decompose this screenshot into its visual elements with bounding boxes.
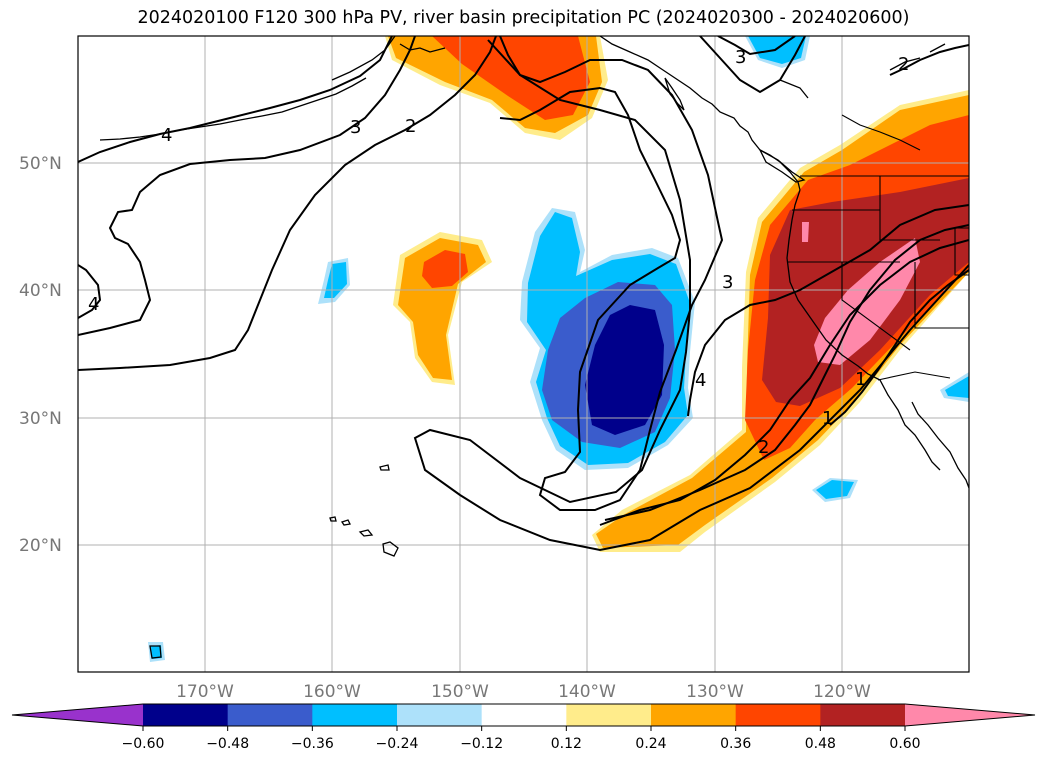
pv-contour-3-coast [687,204,969,417]
precip-negative-cyan-west [324,262,347,298]
pv-label-2-northeast: 2 [898,54,909,75]
lon-label-170w: 170°W [176,682,234,702]
gridlines [78,36,969,672]
coastline-vancouver-island [758,148,806,183]
lon-label-150w: 150°W [431,682,489,702]
pv-contour-labels: 4 3 2 4 3 2 3 4 2 1 1 [88,47,909,458]
colorbar-bin [227,704,313,726]
precip-negative-cyan-baja [816,480,854,499]
pv-label-2-west: 2 [405,116,416,137]
colorbar-tick-label: 0.48 [805,736,836,752]
pv-contour-2-northeast [889,44,969,76]
pv-label-1-east: 1 [855,369,866,390]
longitude-labels: 170°W 160°W 150°W 140°W 130°W 120°W [176,682,871,702]
lat-label-40n: 40°N [19,281,62,301]
precip-negative-cyan-north [748,36,806,64]
colorbar-bin [481,704,567,726]
coastline-hawaii-maui [358,529,374,537]
pv-contour-4-west-lower [78,264,102,319]
lon-label-120w: 120°W [813,682,871,702]
lon-label-160w: 160°W [303,682,361,702]
pv-contour-3-north [717,36,796,56]
colorbar: −0.60 −0.48 −0.36 −0.24 −0.12 0.12 0.24 0.36 0.4… [11,703,1036,752]
border-nevada [841,262,911,351]
lat-label-30n: 30°N [19,409,62,429]
colorbar-tick-label: 0.36 [720,736,751,752]
precip-negative-dark-central [585,305,664,435]
coastline-far-island [149,645,162,659]
pv-label-3-north: 3 [735,47,746,68]
precip-pc-shading [148,36,969,662]
colorbar-tick-label: −0.12 [460,736,503,752]
lon-label-140w: 140°W [558,682,616,702]
coastline-baja [879,379,969,489]
map-frame [77,35,970,673]
coastline-northeast [779,43,946,99]
lat-label-20n: 20°N [19,536,62,556]
border-utah [914,262,969,329]
colorbar-tick-label: −0.60 [122,736,165,752]
colorbar-bin [397,704,483,726]
pv-contour-3-east [699,36,806,94]
latitude-labels: 50°N 40°N 30°N 20°N [19,154,62,556]
colorbar-bin [735,704,821,726]
colorbar-tick-label: −0.48 [206,736,249,752]
colorbar-bin [312,704,398,726]
colorbar-tick-label: −0.24 [376,736,419,752]
pv-contour-2-coast [604,224,969,521]
pv-label-1-south: 1 [822,408,833,429]
colorbar-tick-label: 0.24 [635,736,666,752]
precip-negative-cyan-east [945,376,969,398]
pv-contour-4-west [78,36,393,163]
colorbar-extend-min [12,704,143,726]
colorbar-bin [566,704,652,726]
pv-contour-2-west [78,36,497,371]
precip-positive-pink-west-coast [814,238,920,365]
coastline-us-west [786,189,881,381]
border-us-mexico [877,371,951,381]
colorbar-bin [143,704,229,726]
colorbar-extend-max [905,704,1035,726]
precip-negative-cyan-southwest [151,645,162,659]
precip-positive-pink-oregon [802,222,809,242]
coastline-hawaii-big-island [382,541,399,557]
coastline-aleutians [99,77,367,141]
coastline-small-island [379,464,390,471]
pv-label-4-far-west: 4 [88,294,99,315]
precip-positive-red-central-pacific [422,250,468,288]
colorbar-bin [820,704,906,726]
lat-label-50n: 50°N [19,154,62,174]
pv-label-2-south: 2 [758,437,769,458]
pv-contour-3-west [78,36,416,336]
map-title: 2024020100 F120 300 hPa PV, river basin … [137,8,910,28]
pv-label-4-coast: 4 [695,370,706,391]
border-canada-provinces [841,114,921,151]
coastline-hawaii-oahu [340,519,351,526]
pv-contours [78,36,969,552]
pv-label-3-west: 3 [350,117,361,138]
pv-label-4-west: 4 [161,125,172,146]
colorbar-bin [651,704,737,726]
coastlines [99,36,969,659]
pv-contour-3-loop [499,36,724,511]
pv-contour-1-coast [829,269,969,426]
coastline-hawaii-kauai [329,516,337,522]
colorbar-tick-label: −0.36 [291,736,334,752]
pv-label-3-coast: 3 [722,272,733,293]
colorbar-tick-label: 0.12 [551,736,582,752]
lon-label-130w: 130°W [686,682,744,702]
precip-positive-red-gulf-of-alaska [432,36,590,120]
colorbar-tick-label: 0.60 [889,736,920,752]
pv-contour-2-south [413,39,969,552]
